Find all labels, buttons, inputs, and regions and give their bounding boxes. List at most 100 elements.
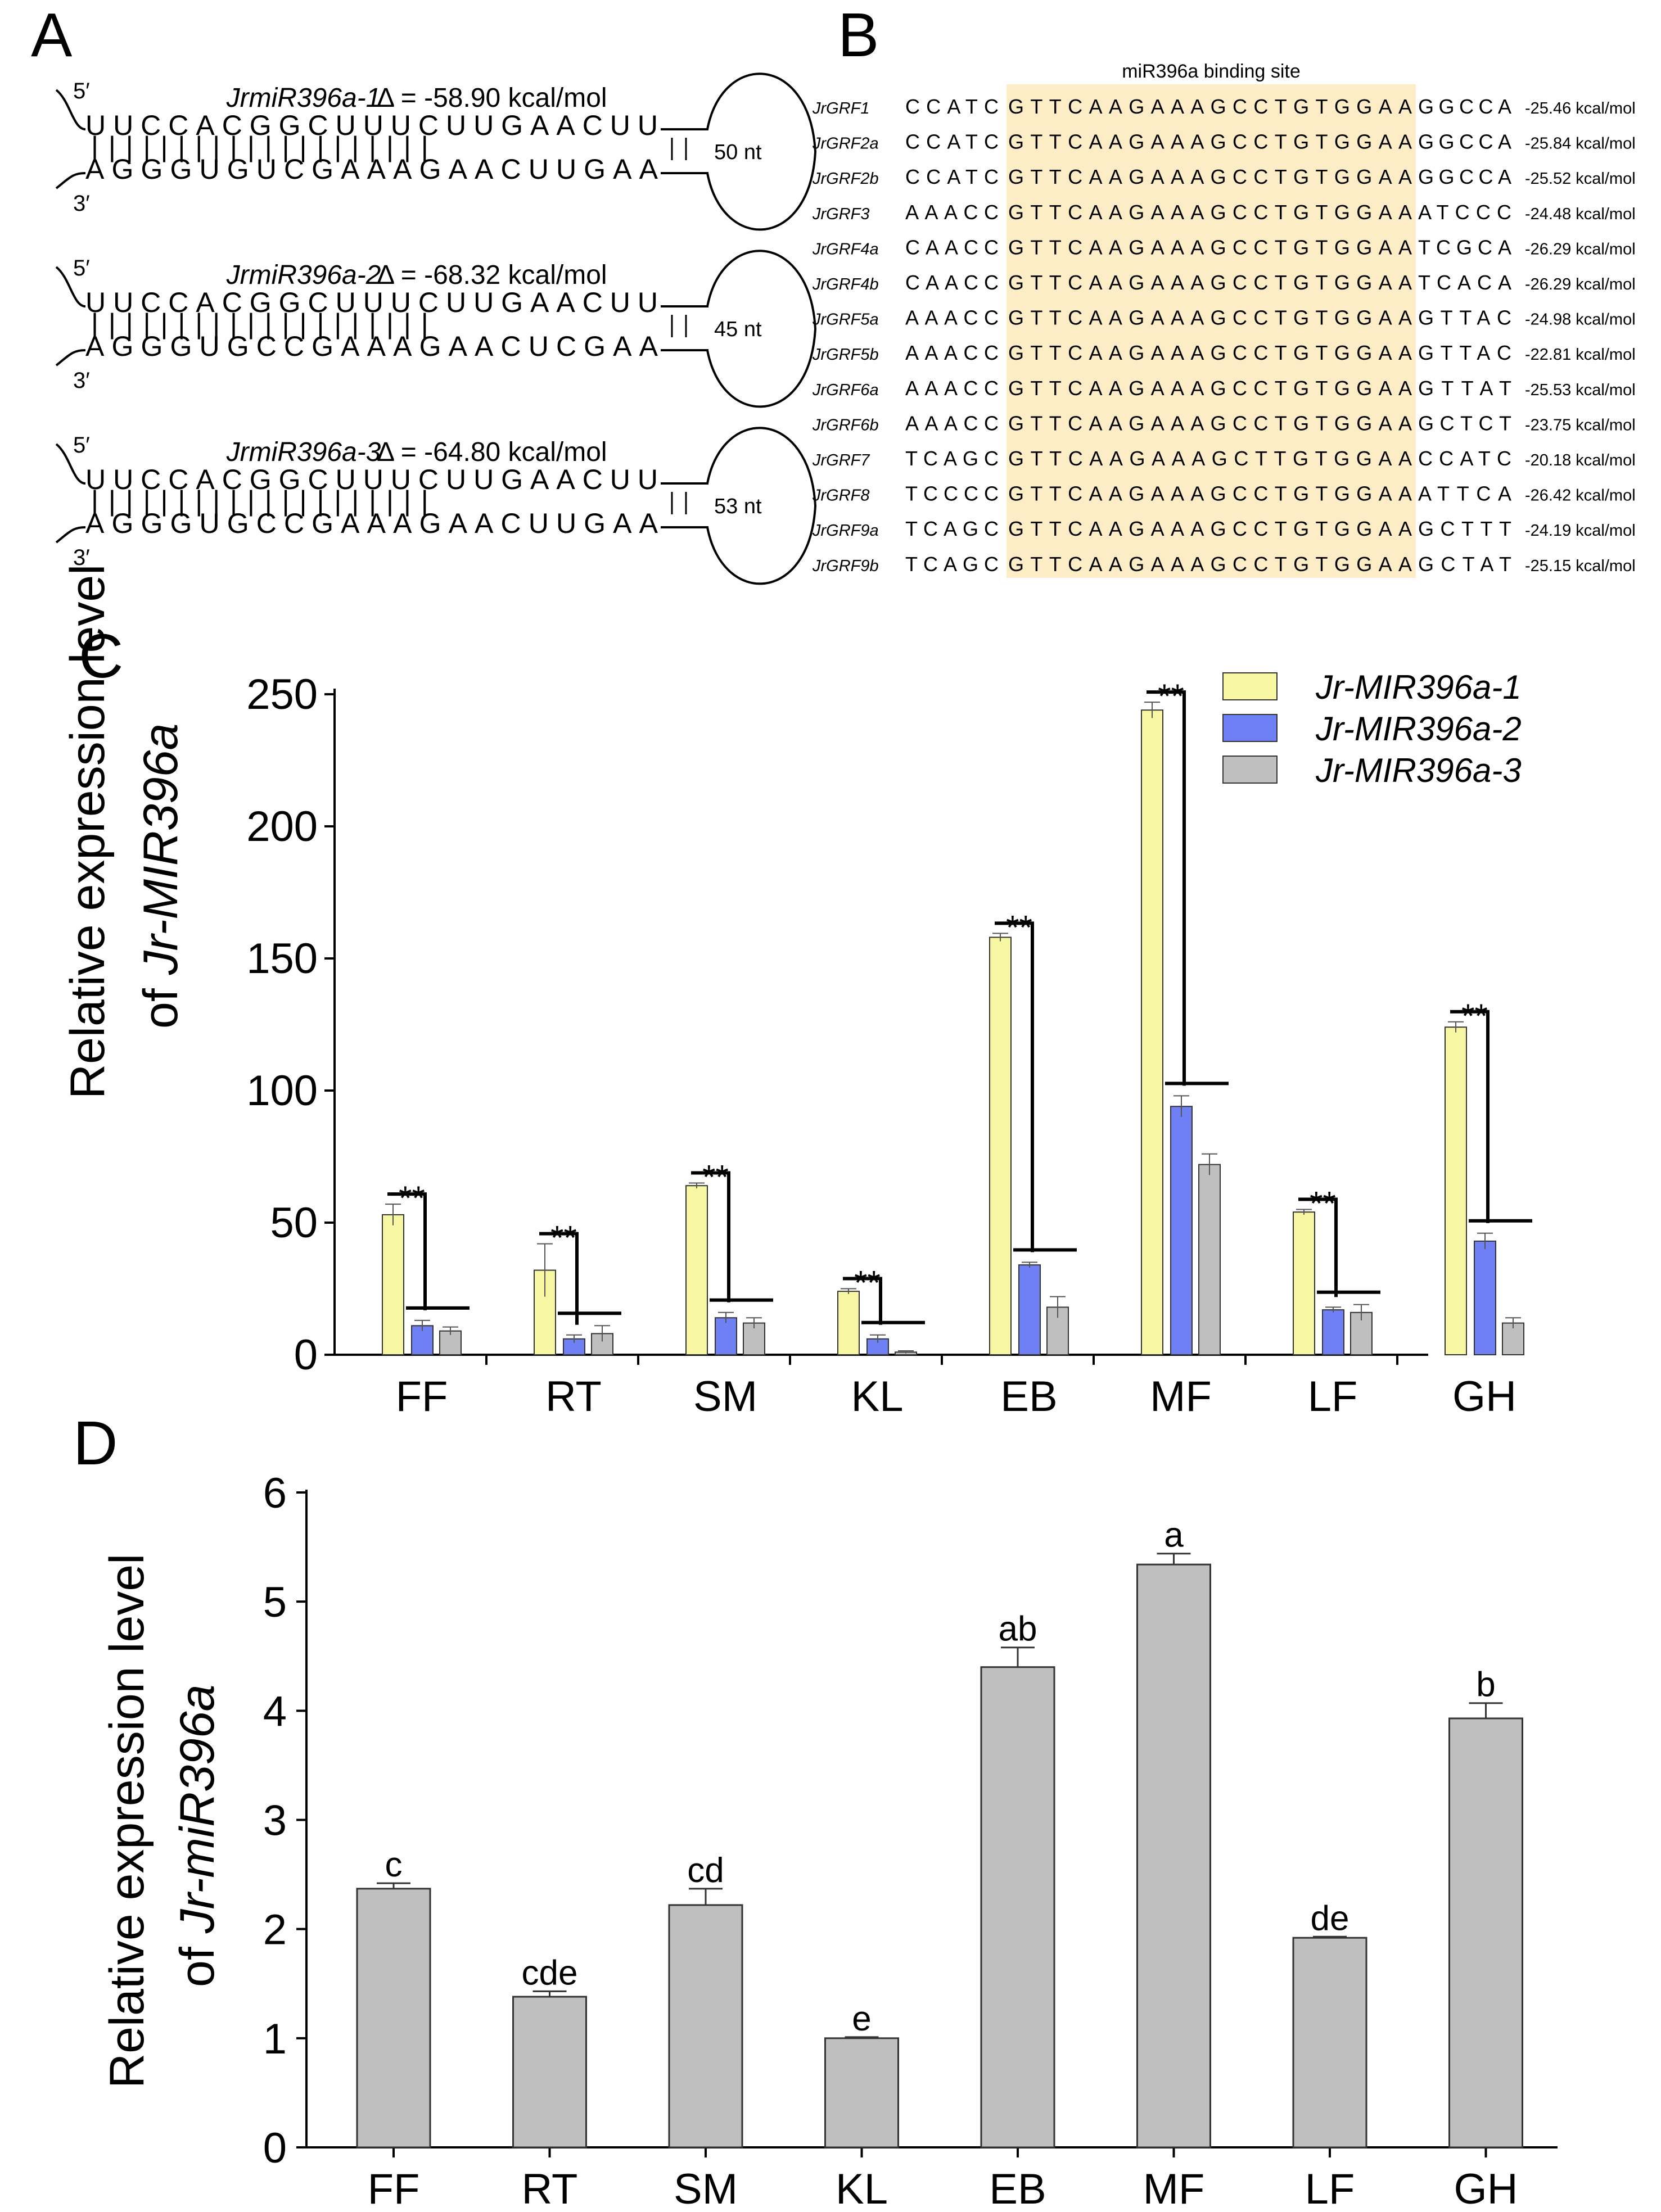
grf-flank-3prime: GTTAC — [1418, 306, 1514, 329]
grf-flank-5prime: CAACC — [905, 271, 1001, 294]
significance-bracket — [1147, 690, 1186, 1086]
hairpin-loop-length: 53 nt — [714, 495, 762, 518]
bar — [824, 2037, 899, 2148]
grf-binding-sequence: GTTCAAGAAAGCCTGTGGAA — [1008, 411, 1414, 435]
hairpin-base-pairs: | | | | | | | | | | | | | | | | | | | | — [91, 131, 430, 162]
grf-flank-3prime: ATTCA — [1418, 482, 1514, 505]
x-category-label: MF — [1143, 2165, 1205, 2212]
bar-jr-mir396a-2 — [1322, 1309, 1344, 1356]
y-tick-label: 0 — [263, 2124, 287, 2172]
hairpin-5prime-stem — [55, 266, 86, 307]
bar — [980, 1666, 1055, 2148]
x-category-label: MF — [1150, 1373, 1212, 1421]
bar — [1292, 1937, 1367, 2148]
significance-letter: c — [385, 1845, 403, 1884]
y-tick-label: 4 — [263, 1688, 287, 1735]
hairpin-loop-length: 50 nt — [714, 141, 762, 164]
hairpin-base-pairs: | | | | | | | | | | | | | | | | | | | | — [91, 308, 430, 340]
grf-binding-sequence: GTTCAAGAAAGCCTGTGGAA — [1008, 482, 1414, 505]
hairpin-base-pairs: | | | | | | | | | | | | | | | | | | | | — [91, 485, 430, 517]
chart-d-ylabel-line2: of Jr-miR396a — [170, 1684, 224, 1987]
legend-label: Jr-MIR396a-3 — [1315, 752, 1522, 789]
grf-binding-sequence: GTTCAAGAAAGCCTGTGGAA — [1008, 95, 1414, 118]
hairpin-name: JrmiR396a-3 — [226, 437, 381, 467]
grf-binding-sequence: GTTCAAGAAAGCCTGTGGAA — [1008, 201, 1414, 224]
significance-letter: cd — [687, 1851, 724, 1890]
significance-marker: ** — [399, 1179, 425, 1217]
grf-flank-5prime: TCCCC — [905, 482, 1001, 505]
grf-gene-name: JrGRF5a — [812, 311, 879, 329]
grf-binding-energy: -25.52 kcal/mol — [1525, 170, 1636, 188]
x-category-label: FF — [368, 2165, 420, 2212]
grf-binding-energy: -24.19 kcal/mol — [1525, 522, 1636, 540]
grf-binding-energy: -26.29 kcal/mol — [1525, 275, 1636, 293]
hairpin-5prime-stem — [55, 89, 86, 130]
panel-label-a: A — [31, 1, 73, 70]
x-category-label: RT — [545, 1373, 602, 1421]
bar-jr-mir396a-2 — [563, 1338, 585, 1356]
grf-flank-3prime: GGCCA — [1418, 130, 1514, 153]
panel-a-hairpins: 5′3′JrmiR396a-1Δ = -58.90 kcal/molUUCCAC… — [55, 73, 817, 585]
hairpin-loop — [706, 427, 817, 585]
bar-jr-mir396a-2 — [1170, 1106, 1193, 1355]
significance-marker: ** — [1006, 908, 1032, 946]
y-tick-label: 200 — [246, 803, 318, 851]
y-tick-label: 250 — [246, 671, 318, 718]
hairpin-bottom-sequence: AGGGUGCCGAAAGAACUCGAA — [85, 331, 659, 362]
grf-binding-sequence: GTTCAAGAAAGCCTGTGGAA — [1008, 130, 1414, 153]
significance-bracket — [1450, 1010, 1490, 1223]
grf-binding-sequence: GTTCAAGAAAGCCTGTGGAA — [1008, 236, 1414, 259]
x-category-label: SM — [674, 2165, 738, 2212]
hairpin-energy: Δ = -58.90 kcal/mol — [377, 83, 607, 113]
panel-label-b: B — [838, 1, 879, 70]
bar — [668, 1904, 743, 2148]
grf-flank-5prime: CCATC — [905, 165, 1001, 188]
significance-letter: a — [1164, 1516, 1184, 1555]
bar-jr-mir396a-1 — [685, 1185, 708, 1355]
hairpin-loop — [706, 250, 817, 408]
chart-c-ylabel-line1: Relative expression level — [61, 564, 115, 1099]
hairpin-5prime-label: 5′ — [73, 433, 90, 458]
grf-binding-energy: -25.84 kcal/mol — [1525, 135, 1636, 153]
grf-gene-name: JrGRF9b — [812, 557, 879, 575]
grf-gene-name: JrGRF7 — [812, 451, 870, 469]
significance-marker: ** — [1310, 1185, 1336, 1223]
significance-letter: b — [1476, 1666, 1495, 1704]
bar-jr-mir396a-2 — [1018, 1264, 1041, 1355]
grf-flank-3prime: CCATC — [1418, 447, 1514, 470]
bar-jr-mir396a-2 — [1474, 1240, 1496, 1355]
significance-marker: ** — [702, 1159, 729, 1196]
x-category-label: KL — [851, 1373, 904, 1421]
grf-flank-3prime: GCTTT — [1418, 517, 1514, 540]
y-tick-label: 2 — [263, 1906, 287, 1954]
grf-flank-3prime: GCTAT — [1418, 553, 1514, 576]
legend-swatch — [1222, 672, 1278, 700]
significance-marker: ** — [854, 1264, 881, 1302]
grf-flank-5prime: CAACC — [905, 236, 1001, 259]
binding-site-title: miR396a binding site — [1122, 61, 1301, 82]
bar-jr-mir396a-1 — [382, 1214, 404, 1355]
hairpin-3prime-label: 3′ — [73, 545, 90, 570]
hairpin-5prime-label: 5′ — [73, 256, 90, 281]
grf-binding-sequence: GTTCAAGAAAGCCTGTGGAA — [1008, 517, 1414, 540]
x-category-label: LF — [1308, 1373, 1358, 1421]
significance-letter: ab — [999, 1610, 1037, 1649]
x-category-label: KL — [836, 2165, 888, 2212]
grf-flank-5prime: AAACC — [905, 377, 1001, 400]
grf-binding-sequence: GTTCAAGAAAGCCTGTGGAA — [1008, 377, 1414, 400]
bar-jr-mir396a-1 — [837, 1291, 860, 1355]
grf-binding-energy: -20.18 kcal/mol — [1525, 451, 1636, 469]
grf-gene-name: JrGRF2a — [812, 135, 879, 153]
significance-marker: ** — [1158, 677, 1184, 715]
grf-flank-5prime: TCAGC — [905, 517, 1001, 540]
grf-flank-5prime: AAACC — [905, 341, 1001, 364]
significance-bracket — [843, 1277, 882, 1325]
grf-binding-sequence: GTTCAAGAAAGCCTGTGGAA — [1008, 165, 1414, 188]
grf-gene-name: JrGRF6a — [812, 381, 879, 399]
grf-gene-name: JrGRF9a — [812, 522, 879, 540]
grf-binding-energy: -24.48 kcal/mol — [1525, 205, 1636, 223]
bar — [356, 1888, 431, 2148]
legend-label: Jr-MIR396a-2 — [1315, 710, 1522, 748]
hairpin-3prime-label: 3′ — [73, 191, 90, 216]
